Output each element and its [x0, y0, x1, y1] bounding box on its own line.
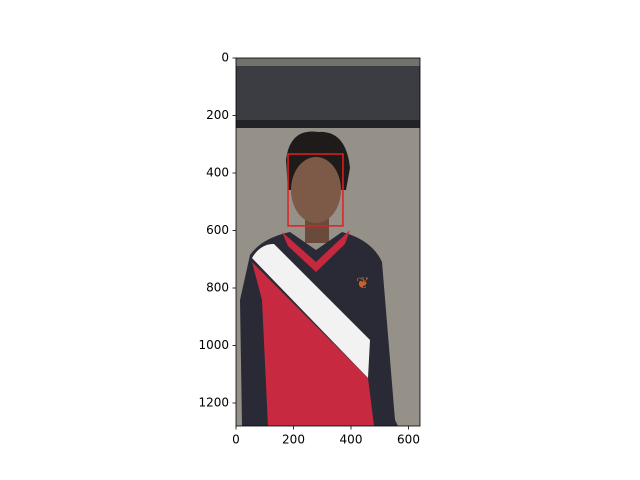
x-tick-label: 200 — [282, 433, 305, 447]
y-tick-label: 400 — [206, 166, 229, 180]
y-tick-label: 1000 — [198, 338, 229, 352]
x-tick-label: 600 — [397, 433, 420, 447]
photo: ❦ — [236, 58, 420, 426]
face-box — [287, 153, 344, 227]
y-tick-label: 800 — [206, 281, 229, 295]
axes-frame — [235, 57, 421, 427]
shirt-logo: ❦ — [356, 274, 369, 293]
y-tick-label: 200 — [206, 108, 229, 122]
y-tick-label: 0 — [221, 51, 229, 65]
x-tick-label: 0 — [232, 433, 240, 447]
y-tick-label: 1200 — [198, 396, 229, 410]
x-tick-label: 400 — [340, 433, 363, 447]
y-tick-label: 600 — [206, 223, 229, 237]
